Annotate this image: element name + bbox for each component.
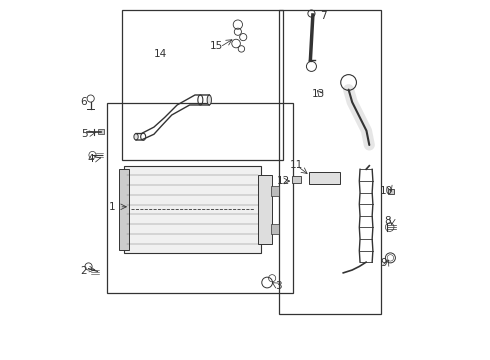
Ellipse shape <box>207 95 211 105</box>
Text: 4: 4 <box>87 154 94 164</box>
Bar <box>292 176 301 183</box>
Text: 15: 15 <box>210 41 223 51</box>
Text: 5: 5 <box>82 129 88 139</box>
Text: 14: 14 <box>153 49 167 59</box>
Bar <box>98 129 104 134</box>
Bar <box>388 189 394 194</box>
Bar <box>123 166 261 253</box>
Ellipse shape <box>134 134 138 140</box>
Text: 11: 11 <box>290 159 303 170</box>
Text: 7: 7 <box>320 12 327 21</box>
Text: 10: 10 <box>380 186 392 197</box>
Bar <box>119 168 128 250</box>
Bar <box>271 186 279 196</box>
Bar <box>309 172 340 184</box>
Text: 9: 9 <box>380 258 387 268</box>
Text: 6: 6 <box>80 97 87 107</box>
Bar <box>258 175 272 244</box>
Bar <box>271 224 279 234</box>
Bar <box>107 103 293 293</box>
Bar <box>122 10 283 160</box>
Text: 12: 12 <box>277 176 290 186</box>
Text: 8: 8 <box>385 216 391 226</box>
Text: 2: 2 <box>80 266 87 276</box>
Text: 3: 3 <box>275 282 282 292</box>
Text: 13: 13 <box>312 89 325 99</box>
Bar <box>279 10 381 314</box>
Text: 1: 1 <box>109 202 116 212</box>
